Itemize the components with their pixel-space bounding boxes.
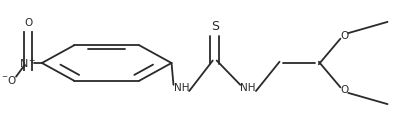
Text: NH: NH [174,83,189,93]
Text: $^{-}$O: $^{-}$O [1,74,17,86]
Text: NH: NH [240,83,256,93]
Text: O: O [340,85,348,95]
Text: N$^+$: N$^+$ [20,55,37,71]
Text: O: O [340,31,348,41]
Text: S: S [211,20,219,33]
Text: O: O [24,18,32,28]
